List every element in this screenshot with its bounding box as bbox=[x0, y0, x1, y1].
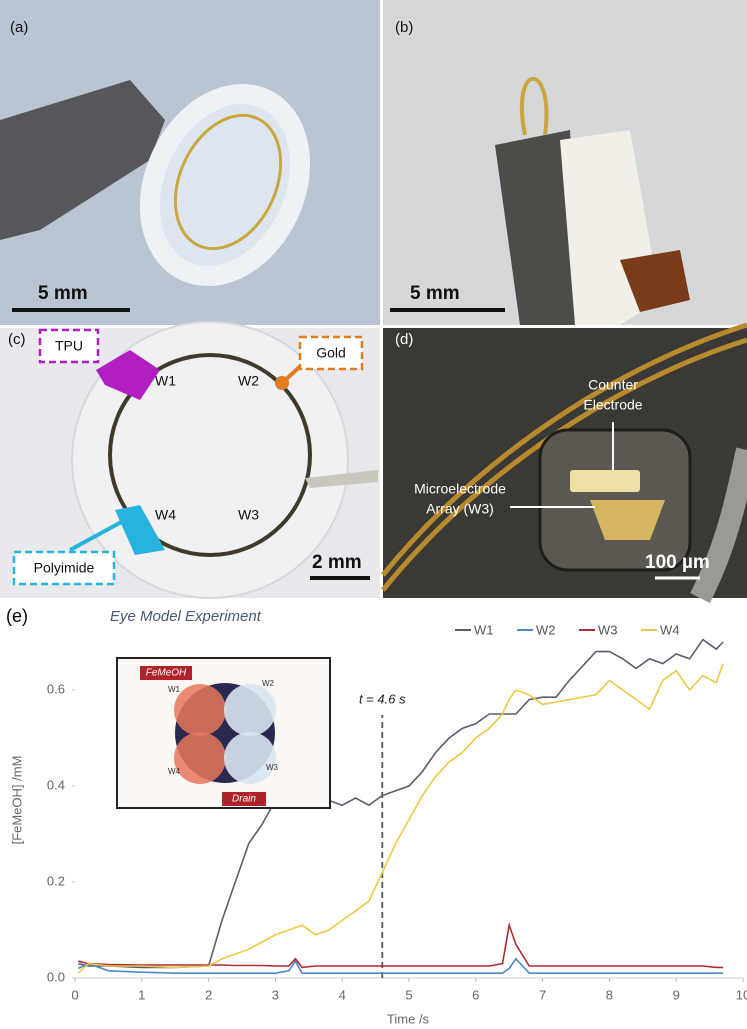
y-axis-title: [FeMeOH] /mM bbox=[9, 756, 24, 845]
callout-label: Gold bbox=[316, 345, 346, 361]
panel-label: (a) bbox=[10, 19, 28, 36]
x-tick-label: 8 bbox=[606, 987, 613, 1002]
electrode-label: W1 bbox=[155, 373, 176, 389]
legend-label: W4 bbox=[660, 622, 680, 637]
y-tick-label: 0.2 bbox=[47, 873, 65, 888]
inset-label: W2 bbox=[262, 679, 275, 688]
legend-label: W1 bbox=[474, 622, 494, 637]
y-tick-label: 0.0 bbox=[47, 969, 65, 984]
figure: (a) 5 mm (b) 5 mm (c) TPU Gold Polyimide… bbox=[0, 0, 747, 1029]
inset-label: W1 bbox=[168, 685, 181, 694]
callout-label: Polyimide bbox=[34, 560, 95, 576]
x-tick-label: 6 bbox=[472, 987, 479, 1002]
panel-label: (b) bbox=[395, 19, 413, 36]
scale-label: 2 mm bbox=[312, 552, 362, 573]
legend-label: W3 bbox=[598, 622, 618, 637]
y-tick-label: 0.4 bbox=[47, 777, 65, 792]
inset-chamber bbox=[224, 732, 276, 784]
electrode-label: W2 bbox=[238, 373, 259, 389]
series-line bbox=[78, 925, 723, 967]
panel-label: (e) bbox=[6, 606, 28, 626]
x-tick-label: 5 bbox=[405, 987, 412, 1002]
inset-label: W3 bbox=[266, 763, 279, 772]
inset-label: FeMeOH bbox=[146, 668, 187, 679]
inset-chamber bbox=[224, 684, 276, 736]
electrode-label: W3 bbox=[238, 507, 259, 523]
inset-label: Drain bbox=[232, 794, 256, 805]
legend-label: W2 bbox=[536, 622, 556, 637]
scale-label: 5 mm bbox=[38, 283, 88, 304]
electrode-label: W4 bbox=[155, 507, 176, 523]
inset-label: W4 bbox=[168, 767, 181, 776]
callout-label: TPU bbox=[55, 338, 83, 354]
x-tick-label: 4 bbox=[339, 987, 346, 1002]
callout-label: Counter bbox=[588, 377, 638, 393]
callout-label: Microelectrode bbox=[414, 481, 506, 497]
inset-chamber bbox=[174, 732, 226, 784]
x-tick-label: 2 bbox=[205, 987, 212, 1002]
x-tick-label: 0 bbox=[71, 987, 78, 1002]
annotation-label: t = 4.6 s bbox=[359, 691, 406, 706]
x-axis-title: Time /s bbox=[387, 1011, 430, 1026]
panel-label: (d) bbox=[395, 331, 413, 348]
x-tick-label: 1 bbox=[138, 987, 145, 1002]
x-tick-label: 10 bbox=[736, 987, 747, 1002]
scale-label: 5 mm bbox=[410, 283, 460, 304]
x-tick-label: 7 bbox=[539, 987, 546, 1002]
y-tick-label: 0.6 bbox=[47, 681, 65, 696]
callout-label: Electrode bbox=[583, 397, 642, 413]
inset-chamber bbox=[174, 684, 226, 736]
counter-electrode bbox=[570, 470, 640, 492]
callout-label: Array (W3) bbox=[426, 501, 494, 517]
chart-title: Eye Model Experiment bbox=[110, 608, 262, 625]
x-tick-label: 3 bbox=[272, 987, 279, 1002]
x-tick-label: 9 bbox=[673, 987, 680, 1002]
panel-label: (c) bbox=[8, 331, 26, 348]
scale-label: 100 µm bbox=[645, 552, 710, 573]
